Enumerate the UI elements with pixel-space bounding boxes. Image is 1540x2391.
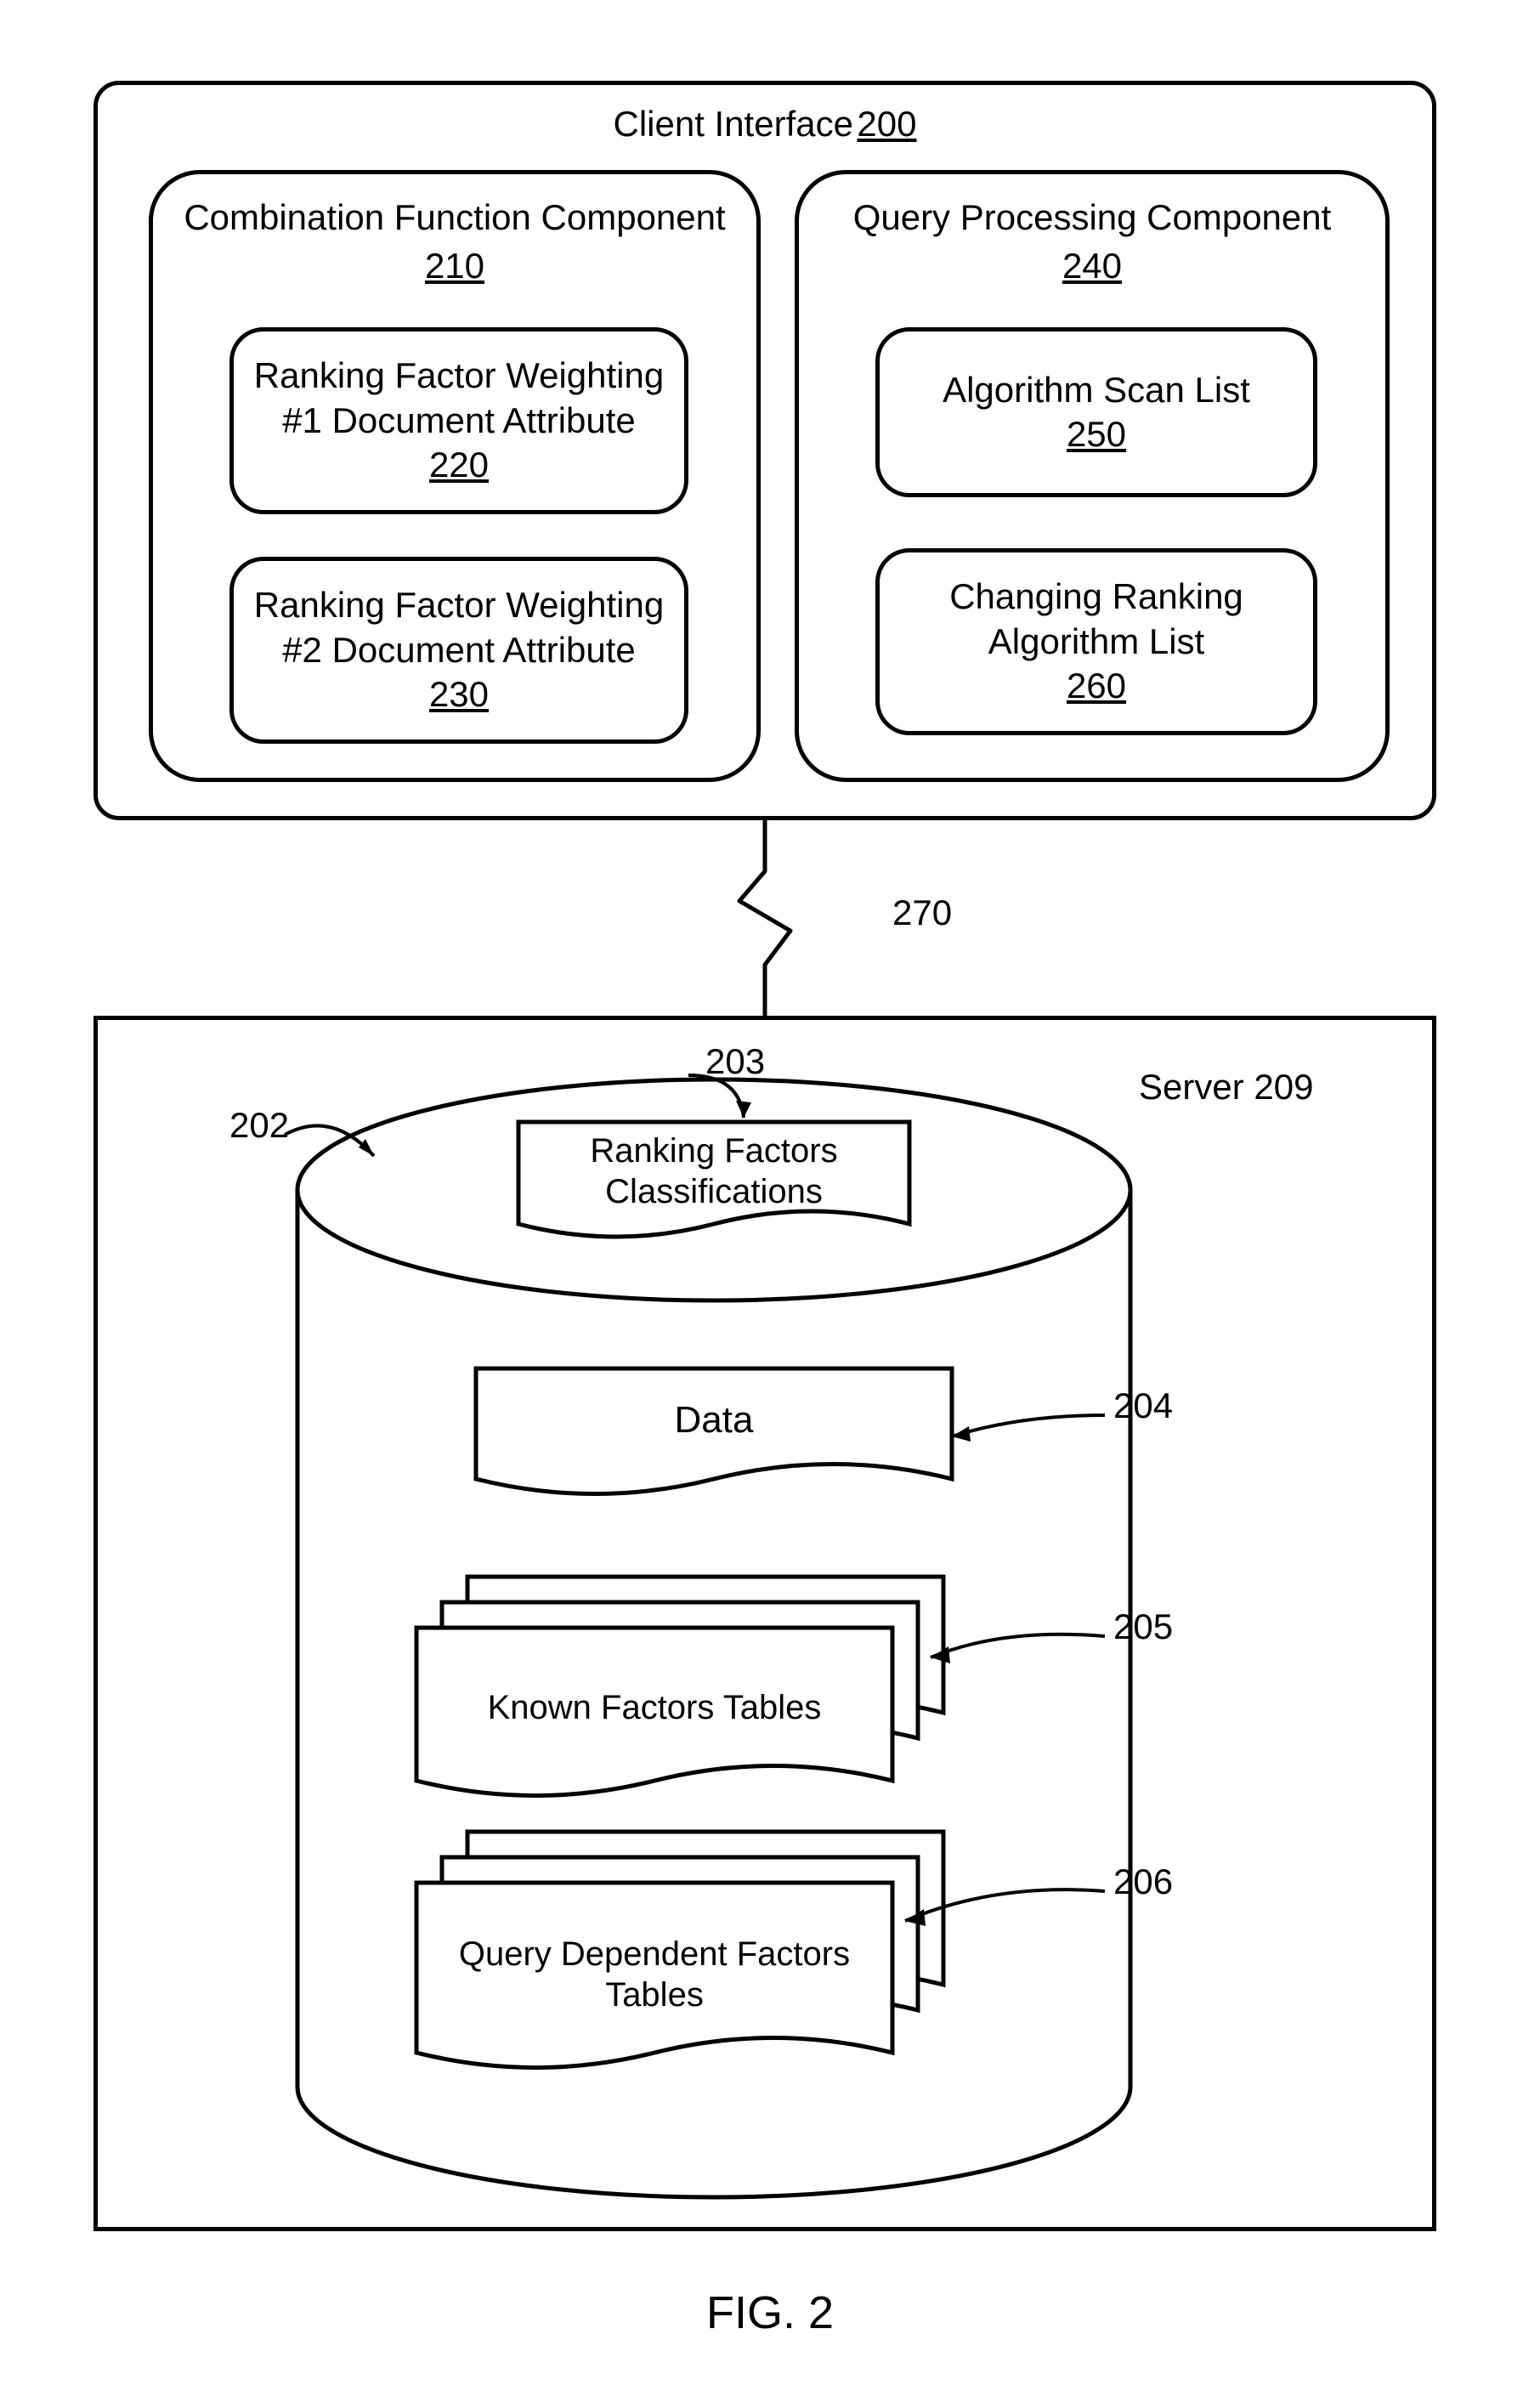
client-interface-title: Client Interface 200 xyxy=(98,102,1432,147)
figure-label: FIG. 2 xyxy=(0,2286,1540,2339)
connector-zigzag xyxy=(0,820,1540,1041)
client-interface-title-text: Client Interface xyxy=(613,104,852,144)
cra-line1: Changing Ranking xyxy=(949,575,1243,620)
client-interface-ref: 200 xyxy=(857,104,916,144)
rw1-line2: #1 Document Attribute xyxy=(282,399,636,444)
asl-ref: 250 xyxy=(1067,412,1126,457)
algorithm-scan-list-box: Algorithm Scan List 250 xyxy=(875,327,1317,497)
doc-known-text: Known Factors Tables xyxy=(416,1687,892,1728)
rw1-line1: Ranking Factor Weighting xyxy=(254,354,664,399)
rw2-line2: #2 Document Attribute xyxy=(282,628,636,673)
doc-data-text: Data xyxy=(476,1398,952,1443)
doc-query-text: Query Dependent Factors Tables xyxy=(416,1934,892,2015)
query-processing-box: Query Processing Component 240 Algorithm… xyxy=(795,170,1390,782)
connector-ref: 270 xyxy=(892,892,952,933)
doc-known-l1: Known Factors Tables xyxy=(416,1687,892,1728)
rw1-ref: 220 xyxy=(429,443,489,488)
combination-function-ref: 210 xyxy=(184,244,725,289)
doc-known-stack xyxy=(416,1577,943,1796)
cra-ref: 260 xyxy=(1067,664,1126,709)
rw2-line1: Ranking Factor Weighting xyxy=(254,583,664,628)
query-processing-ref: 240 xyxy=(853,244,1332,289)
cra-line2: Algorithm List xyxy=(988,620,1204,665)
combination-function-box: Combination Function Component 210 Ranki… xyxy=(149,170,761,782)
client-interface-box: Client Interface 200 Combination Functio… xyxy=(93,81,1436,820)
doc-query-l2: Tables xyxy=(416,1975,892,2015)
combination-function-title: Combination Function Component xyxy=(184,195,725,241)
changing-ranking-box: Changing Ranking Algorithm List 260 xyxy=(875,548,1317,735)
doc-ranking-l1: Ranking Factors xyxy=(518,1130,909,1171)
doc-ranking-l2: Classifications xyxy=(518,1171,909,1212)
ranking-weighting-2-box: Ranking Factor Weighting #2 Document Att… xyxy=(229,557,688,744)
doc-data-l1: Data xyxy=(476,1398,952,1443)
asl-line1: Algorithm Scan List xyxy=(943,368,1250,413)
ranking-weighting-1-box: Ranking Factor Weighting #1 Document Att… xyxy=(229,327,688,514)
rw2-ref: 230 xyxy=(429,672,489,717)
doc-query-l1: Query Dependent Factors xyxy=(416,1934,892,1975)
query-processing-title: Query Processing Component xyxy=(853,195,1332,241)
doc-ranking-text: Ranking Factors Classifications xyxy=(518,1130,909,1212)
